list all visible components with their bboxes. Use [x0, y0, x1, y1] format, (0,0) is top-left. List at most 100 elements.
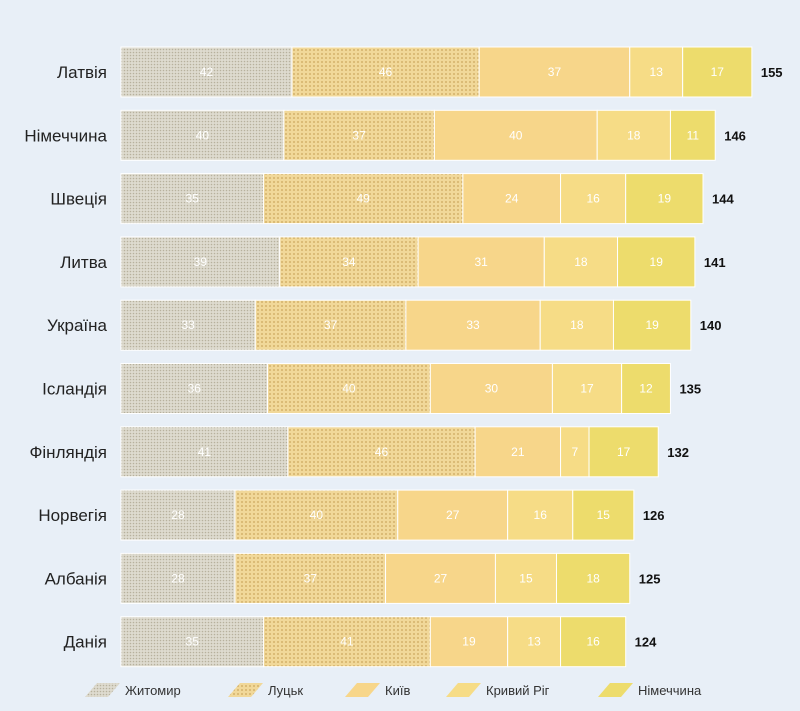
- bar-segment: [572, 489, 635, 541]
- bar-segment: [507, 616, 562, 668]
- category-label: Фінляндія: [29, 443, 107, 462]
- bar-row: Ісландія 36 40 30 17 12 135: [42, 363, 701, 414]
- segment-value-label: 7: [571, 445, 578, 459]
- segment-value-label: 31: [475, 255, 489, 269]
- segment-value-label: 21: [511, 445, 525, 459]
- bar-segment: [120, 109, 285, 161]
- bar-segment: [560, 173, 627, 225]
- bar-segment: [669, 109, 716, 161]
- bar-row: Швеція 35 49 24 16 19 144: [50, 173, 734, 225]
- segment-value-label: 46: [379, 65, 393, 79]
- segment-value-label: 19: [658, 192, 672, 206]
- segment-value-label: 27: [446, 508, 460, 522]
- total-label: 140: [700, 318, 722, 333]
- bar-row: Україна 33 37 33 18 19 140: [47, 299, 722, 351]
- category-label: Литва: [60, 253, 107, 272]
- segment-value-label: 16: [534, 508, 548, 522]
- legend-swatch: [446, 683, 481, 697]
- segment-value-label: 24: [505, 192, 519, 206]
- legend-label: Луцьк: [268, 683, 303, 698]
- segment-value-label: 17: [711, 65, 725, 79]
- segment-value-label: 28: [171, 571, 185, 585]
- bar-segment: [596, 109, 671, 161]
- segment-value-label: 17: [580, 382, 594, 396]
- bar-segment: [429, 363, 553, 414]
- bar-segment: [291, 46, 480, 98]
- bar-segment: [462, 173, 562, 225]
- segment-value-label: 42: [200, 65, 214, 79]
- segment-value-label: 40: [342, 382, 356, 396]
- segment-value-label: 37: [352, 128, 366, 142]
- bar-row: Фінляндія 41 46 21 7 17 132: [29, 426, 689, 478]
- legend-swatch: [345, 683, 380, 697]
- bar-row: Норвегія 28 40 27 16 15 126: [38, 489, 665, 541]
- segment-value-label: 19: [462, 635, 476, 649]
- segment-value-label: 11: [687, 128, 700, 142]
- segment-value-label: 35: [186, 192, 200, 206]
- segment-value-label: 12: [639, 382, 653, 396]
- legend-item: Кривий Ріг: [446, 683, 550, 698]
- legend-label: Кривий Ріг: [486, 683, 550, 698]
- bar-segment: [385, 552, 496, 604]
- bar-segment: [283, 109, 435, 161]
- bar-row: Латвія 42 46 37 13 17 155: [57, 46, 783, 98]
- segment-value-label: 37: [324, 318, 338, 332]
- bar-segment: [120, 616, 264, 668]
- bar-segment: [120, 426, 289, 478]
- segment-value-label: 15: [519, 571, 533, 585]
- total-label: 124: [635, 635, 657, 650]
- bar-segment: [120, 46, 293, 98]
- total-label: 141: [704, 255, 726, 270]
- bar-segment: [478, 46, 631, 98]
- segment-value-label: 13: [527, 635, 541, 649]
- segment-value-label: 13: [650, 65, 664, 79]
- legend-item: Київ: [345, 683, 410, 698]
- bar-row: Албанія 28 37 27 15 18 125: [45, 552, 660, 604]
- segment-value-label: 18: [586, 571, 600, 585]
- segment-value-label: 16: [586, 192, 600, 206]
- bar-segment: [120, 552, 236, 604]
- segment-value-label: 41: [198, 445, 212, 459]
- bar-segment: [555, 552, 631, 604]
- bar-segment: [120, 489, 236, 541]
- bar-row: Німеччина 40 37 40 18 11 146: [24, 109, 746, 161]
- segment-value-label: 18: [627, 128, 641, 142]
- total-label: 135: [679, 382, 701, 397]
- bar-segment: [120, 299, 256, 351]
- segment-value-label: 18: [570, 318, 584, 332]
- bars-layer: Латвія 42 46 37 13 17 155 Німеччина 40 37 40 18 11 14…: [24, 46, 783, 668]
- bar-segment: [429, 616, 509, 668]
- legend-label: Німеччина: [638, 683, 702, 698]
- bar-segment: [588, 426, 659, 478]
- legend-label: Житомир: [125, 683, 181, 698]
- segment-value-label: 39: [194, 255, 208, 269]
- segment-value-label: 37: [548, 65, 562, 79]
- bar-segment: [234, 489, 399, 541]
- legend-label: Київ: [385, 683, 410, 698]
- legend: Житомир Луцьк Київ Кривий Ріг Німеччина: [85, 683, 702, 698]
- segment-value-label: 30: [485, 382, 499, 396]
- bar-segment: [507, 489, 574, 541]
- segment-value-label: 49: [356, 192, 370, 206]
- total-label: 146: [724, 128, 746, 143]
- segment-value-label: 28: [171, 508, 185, 522]
- bar-segment: [433, 109, 598, 161]
- bar-segment: [405, 299, 541, 351]
- segment-value-label: 36: [188, 382, 202, 396]
- bar-segment: [267, 363, 431, 414]
- segment-value-label: 19: [645, 318, 659, 332]
- category-label: Німеччина: [24, 126, 107, 145]
- bar-segment: [560, 426, 590, 478]
- bar-segment: [254, 299, 407, 351]
- legend-swatch: [85, 683, 120, 697]
- bar-segment: [262, 173, 464, 225]
- legend-swatch: [598, 683, 633, 697]
- category-label: Ісландія: [42, 380, 107, 399]
- legend-swatch: [228, 683, 263, 697]
- category-label: Швеція: [50, 190, 107, 209]
- category-label: Данія: [64, 633, 107, 652]
- bar-row: Литва 39 34 31 18 19 141: [60, 236, 726, 288]
- bar-segment: [417, 236, 545, 288]
- total-label: 132: [667, 445, 689, 460]
